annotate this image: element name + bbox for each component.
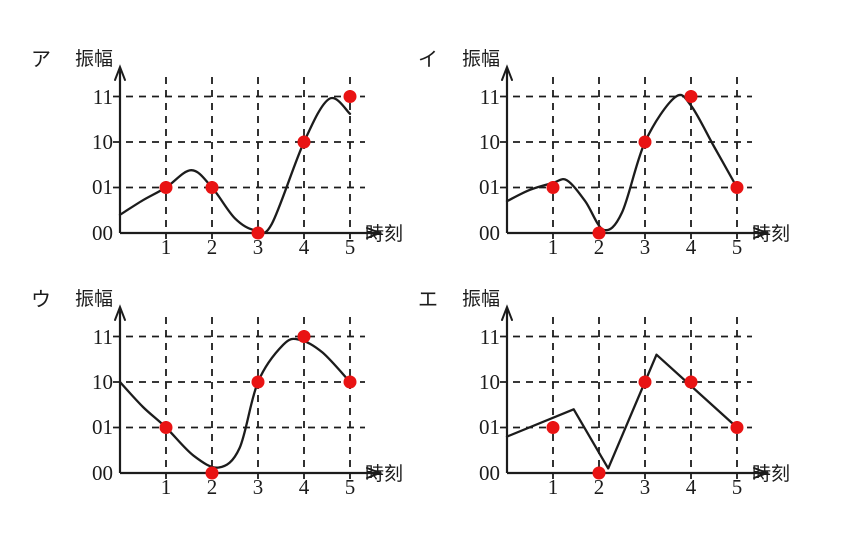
data-point: [343, 90, 357, 103]
x-axis-title: 時刻: [752, 224, 791, 245]
y-tick-label: 01: [92, 415, 113, 439]
x-tick-label: 2: [593, 475, 605, 499]
x-tick-label: 2: [593, 235, 605, 259]
x-tick-label: 1: [160, 235, 172, 259]
plot-area: [500, 304, 770, 480]
x-tick-label: 3: [639, 475, 651, 499]
y-tick-label: 00: [479, 221, 500, 245]
plot-area: [113, 64, 383, 240]
signal-curve: [505, 93, 739, 232]
y-axis-arrow-icon: [114, 64, 126, 81]
y-axis-arrow-icon: [501, 64, 513, 81]
y-axis-title: 振幅: [462, 289, 501, 310]
y-axis-arrow-icon: [114, 304, 126, 321]
chart-e: エ 振幅 時刻 11 10 01 00 1 2 3 4 5: [412, 283, 852, 523]
y-tick-label: 01: [92, 175, 113, 199]
signal-curve: [118, 337, 352, 469]
signal-curve: [118, 96, 352, 235]
chart-option-label: イ: [418, 49, 438, 71]
x-axis-arrow-icon: [753, 227, 770, 239]
data-point: [730, 181, 744, 194]
y-tick-label: 11: [92, 85, 113, 109]
x-axis-arrow-icon: [366, 467, 383, 479]
data-point: [684, 375, 698, 389]
x-axis-title: 時刻: [365, 224, 404, 245]
y-tick-label: 01: [479, 415, 500, 439]
x-axis-arrow-icon: [753, 467, 770, 479]
data-point: [730, 421, 744, 434]
y-axis-arrow-icon: [501, 304, 513, 321]
data-point: [159, 181, 173, 194]
x-tick-label: 4: [298, 235, 310, 259]
x-tick-label: 5: [731, 475, 743, 499]
x-tick-label: 1: [160, 475, 172, 499]
y-axis-title: 振幅: [462, 49, 501, 70]
chart-i: イ 振幅 時刻 11 10 01 00 1 2 3 4 5: [412, 43, 852, 283]
chart-option-label: エ: [418, 289, 438, 311]
x-tick-label: 4: [298, 475, 310, 499]
data-point: [546, 181, 560, 194]
signal-curve: [505, 353, 739, 470]
data-point: [159, 421, 173, 434]
chart-a: ア 振幅 時刻 11 10 01 00 1 2 3 4 5: [25, 43, 465, 283]
y-tick-label: 10: [92, 130, 113, 154]
x-axis-title: 時刻: [752, 464, 791, 485]
data-point: [251, 375, 265, 389]
x-axis-arrow-icon: [366, 227, 383, 239]
data-point: [205, 466, 219, 480]
data-point: [638, 375, 652, 389]
x-tick-label: 5: [344, 235, 356, 259]
x-tick-label: 4: [685, 475, 697, 499]
data-point: [546, 421, 560, 434]
x-tick-label: 2: [206, 475, 218, 499]
y-tick-label: 00: [92, 461, 113, 485]
x-tick-label: 5: [344, 475, 356, 499]
data-point: [684, 90, 698, 103]
y-axis-title: 振幅: [75, 289, 114, 310]
y-tick-label: 11: [479, 85, 500, 109]
data-point: [297, 330, 311, 343]
chart-option-label: ウ: [31, 289, 51, 311]
x-tick-label: 1: [547, 475, 559, 499]
y-tick-label: 10: [479, 370, 500, 394]
y-tick-label: 11: [479, 325, 500, 349]
data-point: [592, 226, 606, 240]
data-point: [297, 135, 311, 149]
x-tick-label: 3: [252, 475, 264, 499]
y-tick-label: 01: [479, 175, 500, 199]
chart-u: ウ 振幅 時刻 11 10 01 00 1 2 3 4 5: [25, 283, 465, 523]
x-tick-label: 3: [252, 235, 264, 259]
data-point: [205, 181, 219, 194]
plot-area: [500, 64, 770, 240]
data-point: [592, 466, 606, 480]
y-tick-label: 11: [92, 325, 113, 349]
data-point: [638, 135, 652, 149]
y-axis-title: 振幅: [75, 49, 114, 70]
y-tick-label: 10: [92, 370, 113, 394]
x-tick-label: 3: [639, 235, 651, 259]
chart-option-label: ア: [31, 49, 51, 71]
data-point: [251, 226, 265, 240]
x-tick-label: 2: [206, 235, 218, 259]
x-tick-label: 1: [547, 235, 559, 259]
y-tick-label: 10: [479, 130, 500, 154]
y-tick-label: 00: [479, 461, 500, 485]
plot-area: [113, 304, 383, 480]
y-tick-label: 00: [92, 221, 113, 245]
x-axis-title: 時刻: [365, 464, 404, 485]
data-point: [343, 375, 357, 389]
x-tick-label: 4: [685, 235, 697, 259]
x-tick-label: 5: [731, 235, 743, 259]
